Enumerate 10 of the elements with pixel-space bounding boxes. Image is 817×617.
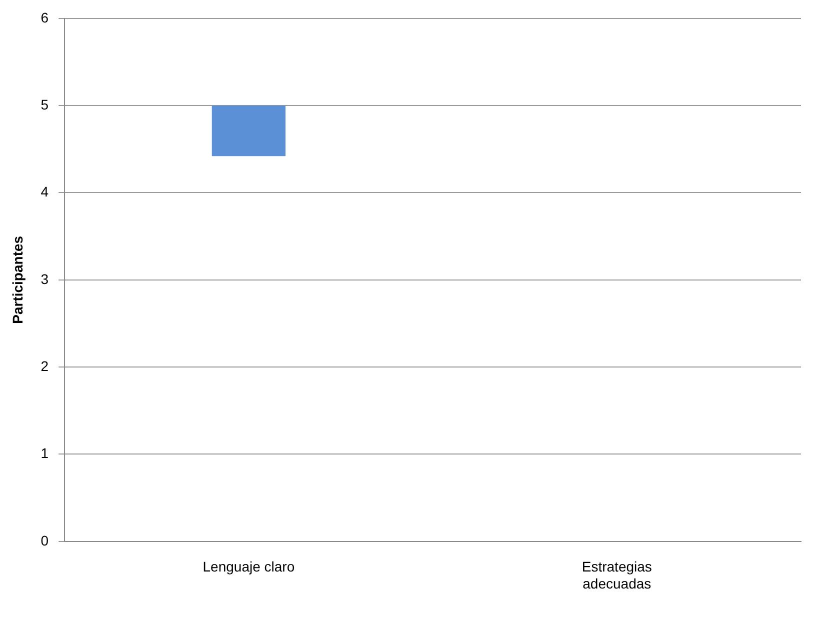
- y-tick-label: 5: [40, 96, 49, 112]
- y-axis-title: Participantes: [9, 236, 26, 324]
- y-tick-label: 6: [40, 9, 49, 26]
- y-tick-label: 1: [40, 445, 49, 462]
- y-tick-label: 2: [40, 358, 49, 374]
- y-tick-label: 4: [40, 184, 49, 200]
- y-tick-label: 3: [40, 270, 49, 287]
- x-tick-label: Estrategias adecuadas: [582, 558, 652, 592]
- y-tick-label: 0: [40, 532, 49, 548]
- x-tick-label: Lenguaje claro: [202, 558, 295, 575]
